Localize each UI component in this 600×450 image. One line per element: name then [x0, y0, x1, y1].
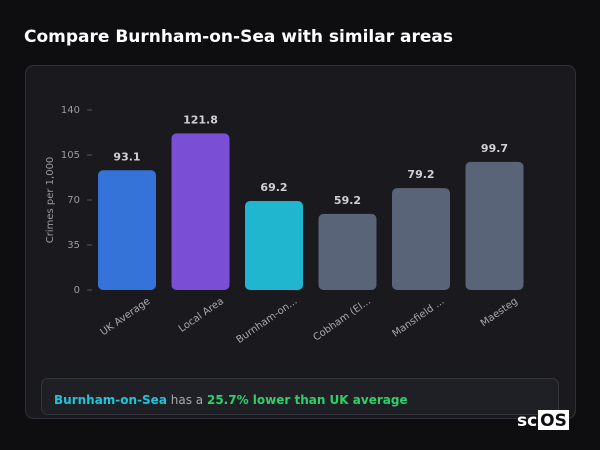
value-label: 69.2 [260, 181, 287, 194]
y-axis-label: Crimes per 1,000 [45, 157, 56, 244]
value-label: 121.8 [183, 113, 218, 126]
value-label: 59.2 [334, 194, 361, 207]
bar [465, 161, 524, 290]
logo-prefix: sc [517, 411, 537, 431]
value-label: 93.1 [113, 150, 140, 163]
bar [245, 201, 303, 290]
bar [171, 133, 230, 290]
y-tick-label: 0 [74, 285, 80, 296]
page-title: Compare Burnham-on-Sea with similar area… [24, 27, 453, 47]
summary-box [41, 378, 559, 415]
y-tick-label: 70 [67, 195, 80, 206]
y-tick-label: 35 [67, 240, 80, 251]
summary-comparison: 25.7% lower than UK average [207, 393, 408, 407]
bar [318, 213, 377, 290]
value-label: 79.2 [407, 168, 434, 181]
bar [98, 170, 156, 290]
summary-area: Burnham-on-Sea [54, 393, 167, 407]
value-label: 99.7 [481, 142, 508, 155]
bar [392, 188, 450, 290]
logo-box [538, 410, 569, 430]
logo-box-text: OS [540, 411, 567, 431]
summary-text: Burnham-on-Sea has a 25.7% lower than UK… [54, 393, 408, 407]
summary-connector: has a [171, 393, 203, 407]
y-tick-label: 105 [61, 150, 80, 161]
y-tick-label: 140 [61, 105, 80, 116]
